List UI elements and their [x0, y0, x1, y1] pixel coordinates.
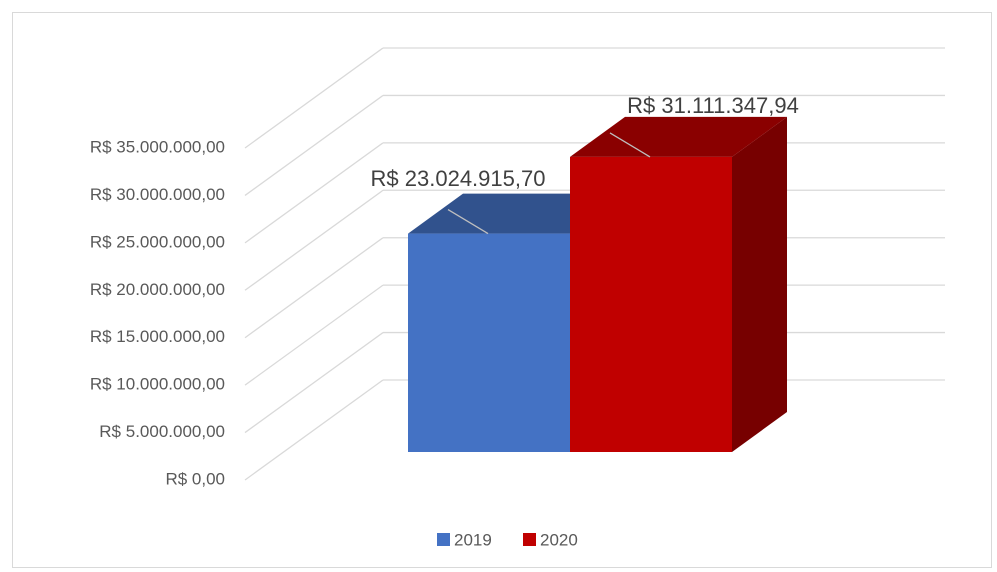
y-tick-label: R$ 0,00: [165, 469, 225, 488]
y-tick-label: R$ 30.000.000,00: [90, 185, 225, 204]
legend-label: 2020: [540, 530, 578, 549]
grid-line: [244, 284, 384, 386]
y-tick-label: R$ 15.000.000,00: [90, 327, 225, 346]
bar: [570, 156, 732, 452]
data-label: R$ 23.024.915,70: [371, 166, 546, 191]
y-tick-label: R$ 10.000.000,00: [90, 375, 225, 394]
legend-swatch: [523, 533, 536, 546]
grid-line: [244, 94, 384, 196]
grid-line: [244, 379, 384, 481]
bar-top: [570, 116, 787, 157]
grid-line: [244, 189, 384, 291]
legend-swatch: [437, 533, 450, 546]
bar: [408, 233, 570, 452]
grid-line: [244, 47, 384, 149]
leader-line: [447, 209, 489, 235]
grid-line: [244, 332, 384, 434]
bar-side: [732, 116, 787, 452]
legend-label: 2019: [454, 530, 492, 549]
y-tick-label: R$ 5.000.000,00: [99, 422, 225, 441]
data-label: R$ 31.111.347,94: [627, 93, 799, 118]
grid-line: [244, 142, 384, 244]
y-tick-label: R$ 20.000.000,00: [90, 280, 225, 299]
y-tick-label: R$ 35.000.000,00: [90, 137, 225, 156]
leader-line: [609, 132, 651, 158]
y-tick-label: R$ 25.000.000,00: [90, 232, 225, 251]
grid-line: [244, 237, 384, 339]
